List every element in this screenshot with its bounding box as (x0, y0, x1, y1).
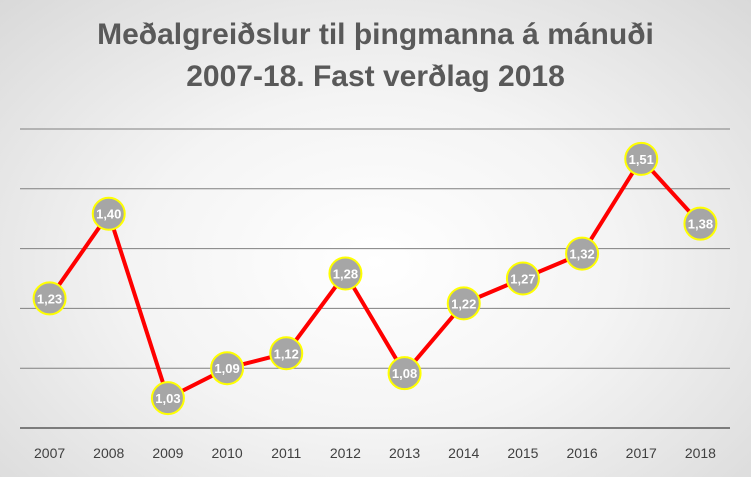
x-tick-label: 2016 (567, 445, 598, 461)
data-label: 1,27 (510, 272, 535, 287)
data-label: 1,23 (37, 291, 62, 306)
data-label: 1,51 (629, 152, 654, 167)
data-point-marker (150, 381, 185, 416)
x-tick-label: 2013 (389, 445, 420, 461)
x-tick-label: 2018 (685, 445, 716, 461)
data-label: 1,40 (96, 207, 121, 222)
data-point-marker (32, 281, 67, 316)
chart-title-line-2: 2007-18. Fast verðlag 2018 (186, 60, 565, 93)
x-tick-label: 2015 (507, 445, 538, 461)
data-point-marker (91, 196, 126, 231)
data-label: 1,08 (392, 366, 417, 381)
data-point-marker (269, 336, 304, 371)
data-point-marker (210, 351, 245, 386)
x-tick-label: 2011 (271, 445, 301, 461)
data-point-marker (446, 286, 481, 321)
data-label: 1,32 (569, 247, 594, 262)
series-line (47, 156, 702, 401)
x-tick-label: 2014 (448, 445, 479, 461)
data-label: 1,28 (333, 267, 358, 282)
x-tick-label: 2008 (93, 445, 124, 461)
x-tick-label: 2017 (626, 445, 657, 461)
data-label: 1,09 (214, 361, 239, 376)
data-label: 1,03 (155, 391, 180, 406)
data-point-marker (505, 261, 540, 296)
data-label: 1,12 (274, 346, 299, 361)
data-label: 1,38 (688, 217, 713, 232)
data-point-marker (565, 236, 600, 271)
data-label: 1,22 (451, 296, 476, 311)
series-line-layer (47, 156, 702, 401)
chart-title: Meðalgreiðslur til þingmanna á mánuði 20… (0, 14, 751, 98)
x-tick-label: 2012 (330, 445, 361, 461)
data-point-marker (387, 356, 422, 391)
x-tick-label: 2007 (34, 445, 65, 461)
chart-title-line-1: Meðalgreiðslur til þingmanna á mánuði (97, 18, 654, 51)
data-point-marker (328, 256, 363, 291)
data-point-marker (683, 206, 718, 241)
x-tick-label: 2010 (212, 445, 243, 461)
data-markers: 1,23 1,40 1,03 1,09 1,12 1,28 1,08 1,22 1,27 1,32… (32, 141, 718, 416)
gridlines (20, 128, 730, 369)
x-tick-label: 2009 (152, 445, 183, 461)
x-axis: 2007 2008 2009 2010 2011 2012 2013 2014 2015 2016… (20, 427, 730, 461)
data-point-marker (624, 141, 659, 176)
